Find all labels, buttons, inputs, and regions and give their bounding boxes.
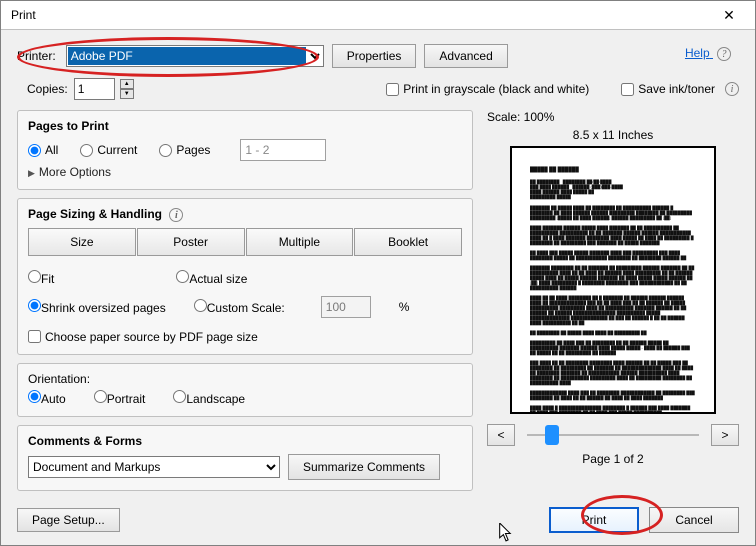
printer-label: Printer: — [17, 49, 56, 63]
advanced-button[interactable]: Advanced — [424, 44, 507, 68]
page-indicator: Page 1 of 2 — [487, 452, 739, 466]
seg-size[interactable]: Size — [28, 228, 136, 256]
page-setup-button[interactable]: Page Setup... — [17, 508, 120, 532]
mouse-cursor-icon — [498, 523, 514, 543]
copies-row: Copies: ▲ ▼ Print in grayscale (black an… — [1, 74, 755, 110]
copies-spinner: ▲ ▼ — [120, 79, 134, 99]
radio-all[interactable]: All — [28, 143, 58, 157]
help-link[interactable]: Help ? — [685, 46, 731, 61]
choose-paper-label: Choose paper source by PDF page size — [45, 330, 258, 344]
slider-thumb[interactable] — [545, 425, 559, 445]
radio-fit[interactable]: Fit — [28, 270, 54, 286]
dialog-body: Pages to Print All Current Pages More Op… — [1, 110, 755, 499]
radio-actual-input[interactable] — [176, 270, 189, 283]
radio-shrink-input[interactable] — [28, 299, 41, 312]
radio-fit-input[interactable] — [28, 270, 41, 283]
close-icon[interactable]: ✕ — [709, 3, 749, 27]
radio-auto[interactable]: Auto — [28, 390, 66, 406]
preview-slider[interactable] — [527, 424, 699, 446]
radio-portrait[interactable]: Portrait — [94, 390, 146, 406]
printer-row: Printer: Adobe PDF Properties Advanced H… — [1, 30, 755, 74]
radio-actual[interactable]: Actual size — [176, 270, 247, 286]
more-options-toggle[interactable]: More Options — [28, 165, 462, 179]
percent-label: % — [399, 300, 410, 314]
grayscale-checkbox-wrap[interactable]: Print in grayscale (black and white) — [386, 82, 589, 96]
page-range-input[interactable] — [240, 139, 326, 161]
sizing-info-icon[interactable]: i — [169, 208, 183, 222]
help-info-icon: ? — [717, 47, 731, 61]
copies-label: Copies: — [27, 82, 68, 96]
radio-current[interactable]: Current — [80, 143, 137, 157]
scale-label: Scale: 100% — [487, 110, 739, 124]
print-dialog: Print ✕ Printer: Adobe PDF Properties Ad… — [0, 0, 756, 546]
choose-paper-checkbox[interactable] — [28, 330, 41, 343]
properties-button[interactable]: Properties — [332, 44, 417, 68]
sizing-title: Page Sizing & Handling i — [28, 207, 462, 222]
bottom-bar: Page Setup... Print Cancel — [1, 499, 755, 545]
summarize-comments-button[interactable]: Summarize Comments — [288, 454, 440, 480]
sizing-panel: Page Sizing & Handling i Size Poster Mul… — [17, 198, 473, 355]
copies-up-button[interactable]: ▲ — [120, 79, 134, 89]
comments-title: Comments & Forms — [28, 434, 462, 448]
radio-shrink[interactable]: Shrink oversized pages — [28, 299, 166, 315]
help-link-label: Help — [685, 46, 710, 60]
left-column: Pages to Print All Current Pages More Op… — [17, 110, 473, 495]
window-title: Print — [11, 8, 709, 22]
printer-select[interactable] — [66, 45, 324, 67]
radio-portrait-input[interactable] — [94, 390, 107, 403]
copies-input[interactable] — [74, 78, 115, 100]
radio-pages[interactable]: Pages — [159, 143, 210, 157]
comments-dropdown[interactable]: Document and Markups — [28, 456, 280, 478]
cancel-button[interactable]: Cancel — [649, 507, 739, 533]
fit-options: Fit Actual size Shrink oversized pages C… — [28, 266, 462, 344]
radio-landscape[interactable]: Landscape — [173, 390, 245, 406]
print-button[interactable]: Print — [549, 507, 639, 533]
grayscale-label: Print in grayscale (black and white) — [403, 82, 589, 96]
choose-paper-checkbox-wrap[interactable]: Choose paper source by PDF page size — [28, 330, 462, 344]
comments-row: Document and Markups Summarize Comments — [28, 454, 462, 480]
preview-prev-button[interactable]: < — [487, 424, 515, 446]
preview-nav: < > — [487, 424, 739, 446]
radio-all-input[interactable] — [28, 144, 41, 157]
copies-down-button[interactable]: ▼ — [120, 89, 134, 99]
comments-panel: Comments & Forms Document and Markups Su… — [17, 425, 473, 491]
grayscale-checkbox[interactable] — [386, 83, 399, 96]
saveink-checkbox-wrap[interactable]: Save ink/toner — [621, 82, 715, 96]
custom-scale-input — [321, 296, 371, 318]
preview-column: Scale: 100% 8.5 x 11 Inches █████ ██ ███… — [487, 110, 739, 495]
saveink-checkbox[interactable] — [621, 83, 634, 96]
seg-poster[interactable]: Poster — [137, 228, 245, 256]
orientation-title: Orientation: — [28, 372, 462, 386]
pages-to-print-panel: Pages to Print All Current Pages More Op… — [17, 110, 473, 190]
preview-next-button[interactable]: > — [711, 424, 739, 446]
radio-landscape-input[interactable] — [173, 390, 186, 403]
titlebar: Print ✕ — [1, 1, 755, 30]
saveink-info-icon[interactable]: i — [725, 82, 739, 96]
radio-custom[interactable]: Custom Scale: — [194, 299, 285, 315]
dimensions-label: 8.5 x 11 Inches — [487, 128, 739, 142]
seg-booklet[interactable]: Booklet — [354, 228, 462, 256]
radio-current-input[interactable] — [80, 144, 93, 157]
pages-radio-row: All Current Pages — [28, 139, 462, 161]
orientation-panel: Orientation: Auto Portrait Landscape — [17, 363, 473, 417]
printer-select-wrap: Adobe PDF — [66, 45, 324, 67]
page-preview: █████ ██ ██████ ██ ████████ ████████ ██/… — [510, 146, 716, 414]
seg-multiple[interactable]: Multiple — [246, 228, 354, 256]
pages-to-print-title: Pages to Print — [28, 119, 462, 133]
radio-auto-input[interactable] — [28, 390, 41, 403]
radio-custom-input[interactable] — [194, 299, 207, 312]
saveink-label: Save ink/toner — [638, 82, 715, 96]
radio-pages-input[interactable] — [159, 144, 172, 157]
sizing-segmented: Size Poster Multiple Booklet — [28, 228, 462, 256]
orientation-row: Auto Portrait Landscape — [28, 390, 462, 406]
